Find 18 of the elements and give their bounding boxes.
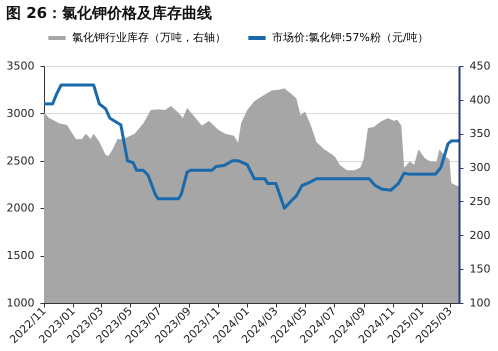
y-tick-label: 3500 (6, 60, 34, 72)
y2-tick-label: 300 (470, 161, 490, 174)
y-tick-label: 1000 (6, 296, 34, 310)
y2-tick-label: 450 (470, 60, 490, 72)
legend-label: 氯化钾行业库存（万吨，右轴） (72, 31, 226, 44)
y-tick-label: 2500 (6, 154, 34, 168)
y2-tick-label: 250 (470, 194, 490, 208)
chart-title: 图 26：氯化钾价格及库存曲线 (6, 4, 212, 22)
y2-tick-label: 100 (470, 296, 490, 310)
legend-label: 市场价:氯化钾:57%粉（元/吨） (272, 31, 429, 44)
y2-tick-label: 150 (470, 262, 490, 276)
y2-tick-label: 400 (470, 93, 490, 106)
line-series (44, 83, 459, 210)
y-tick-label: 3000 (6, 106, 34, 120)
y2-tick-label: 350 (470, 127, 490, 140)
y-tick-label: 1500 (6, 249, 34, 262)
y2-tick-label: 200 (470, 228, 490, 242)
y-tick-label: 2000 (6, 202, 34, 215)
